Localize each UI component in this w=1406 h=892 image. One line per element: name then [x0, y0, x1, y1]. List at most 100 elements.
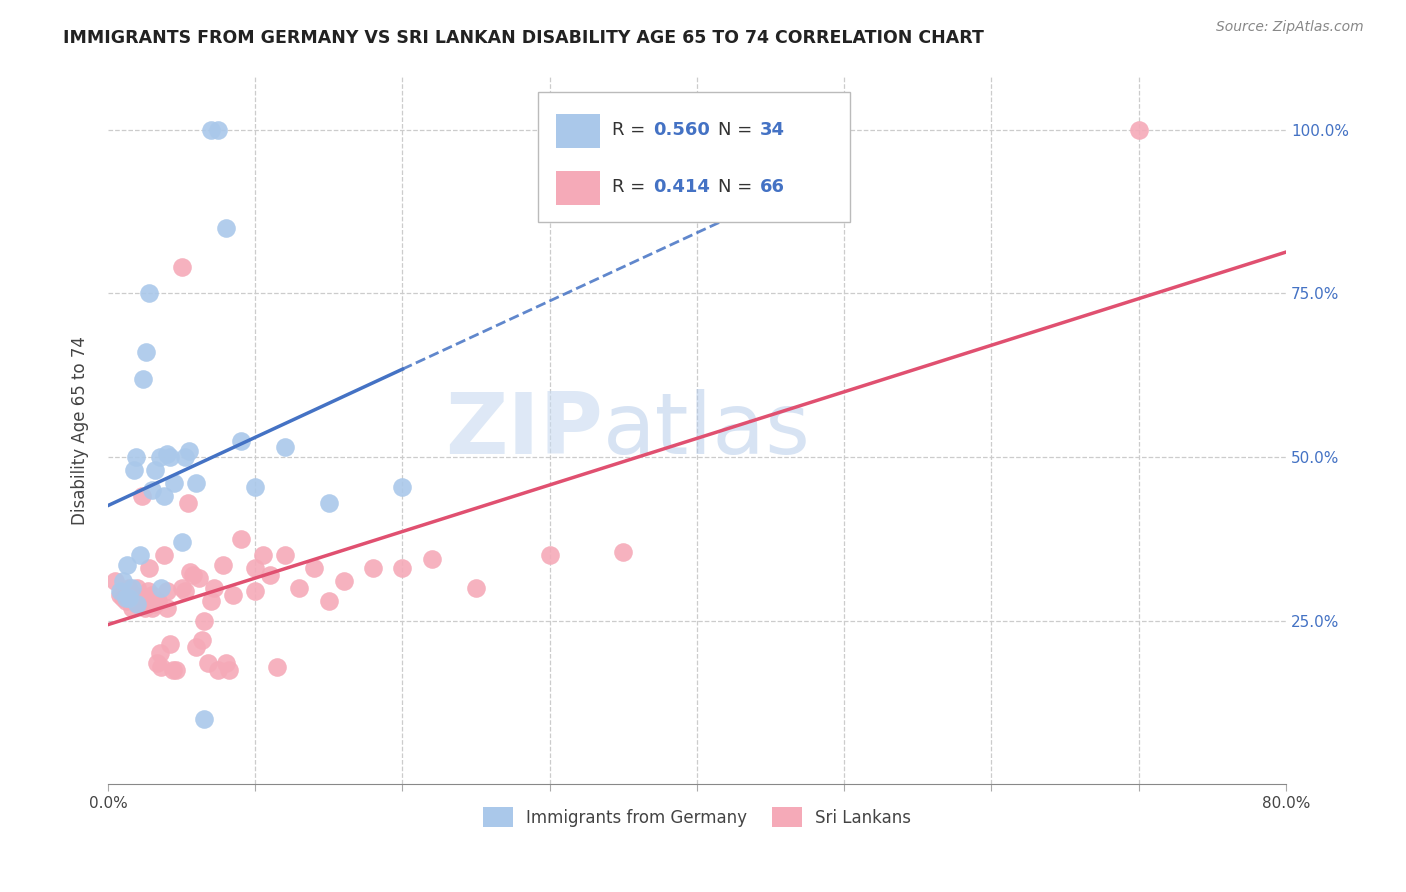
Point [391, 561, 413, 575]
Point [129, 549, 152, 563]
Point [129, 594, 152, 608]
Text: IMMIGRANTS FROM GERMANY VS SRI LANKAN DISABILITY AGE 65 TO 74 CORRELATION CHART: IMMIGRANTS FROM GERMANY VS SRI LANKAN DI… [63, 29, 984, 47]
Point [146, 594, 169, 608]
Point [121, 581, 143, 595]
Point [186, 640, 208, 654]
Point [207, 123, 229, 137]
Point [153, 489, 176, 503]
Point [141, 588, 163, 602]
Point [156, 584, 179, 599]
Text: ZIP: ZIP [444, 390, 603, 473]
Point [207, 663, 229, 677]
Point [170, 535, 193, 549]
Text: 0.560: 0.560 [654, 121, 710, 139]
Text: 66: 66 [759, 178, 785, 196]
Point [222, 588, 245, 602]
Point [135, 345, 157, 359]
Point [538, 549, 561, 563]
Point [215, 221, 238, 235]
Point [318, 594, 340, 608]
Point [134, 591, 156, 605]
Point [132, 598, 155, 612]
Point [156, 600, 179, 615]
Point [229, 532, 252, 546]
Point [136, 584, 159, 599]
Point [163, 476, 186, 491]
Point [183, 568, 205, 582]
Point [117, 581, 139, 595]
Point [131, 489, 153, 503]
Point [125, 450, 148, 464]
Point [288, 581, 311, 595]
Point [391, 479, 413, 493]
Point [124, 588, 146, 602]
Point [191, 633, 214, 648]
Point [252, 549, 274, 563]
Point [143, 598, 166, 612]
Point [104, 574, 127, 589]
Point [134, 600, 156, 615]
Text: 34: 34 [759, 121, 785, 139]
Point [218, 663, 240, 677]
Point [132, 371, 155, 385]
Point [170, 581, 193, 595]
Point [111, 574, 134, 589]
Point [108, 584, 131, 599]
Point [229, 434, 252, 448]
Bar [555, 114, 600, 148]
Point [150, 581, 173, 595]
Point [179, 565, 201, 579]
Point [135, 594, 157, 608]
Point [153, 549, 176, 563]
Text: Source: ZipAtlas.com: Source: ZipAtlas.com [1216, 20, 1364, 34]
Point [115, 558, 138, 573]
Point [176, 496, 198, 510]
Text: N =: N = [718, 121, 758, 139]
Point [173, 584, 195, 599]
Point [159, 637, 181, 651]
Point [465, 581, 488, 595]
Point [159, 450, 181, 464]
Point [202, 581, 225, 595]
Point [150, 659, 173, 673]
Point [186, 476, 208, 491]
Point [211, 558, 233, 573]
Text: R =: R = [612, 178, 651, 196]
Point [318, 496, 340, 510]
Point [420, 551, 443, 566]
Point [245, 584, 267, 599]
Point [266, 659, 288, 673]
Point [200, 594, 222, 608]
FancyBboxPatch shape [538, 92, 851, 222]
Point [127, 598, 149, 612]
Point [138, 561, 160, 575]
Point [302, 561, 325, 575]
Point [121, 600, 143, 615]
Point [197, 657, 219, 671]
Point [117, 591, 139, 605]
Point [111, 591, 134, 605]
Point [124, 463, 146, 477]
Point [188, 571, 211, 585]
Point [177, 443, 200, 458]
Point [156, 447, 179, 461]
Point [245, 561, 267, 575]
Point [143, 463, 166, 477]
Point [127, 581, 149, 595]
Text: atlas: atlas [603, 390, 811, 473]
Text: N =: N = [718, 178, 758, 196]
Point [165, 663, 187, 677]
Point [273, 549, 295, 563]
Point [273, 440, 295, 454]
Point [200, 123, 222, 137]
Point [193, 614, 215, 628]
Point [138, 286, 160, 301]
Point [193, 712, 215, 726]
Point [215, 657, 238, 671]
Point [114, 591, 136, 605]
Point [141, 483, 163, 497]
Legend: Immigrants from Germany, Sri Lankans: Immigrants from Germany, Sri Lankans [477, 800, 918, 834]
Y-axis label: Disability Age 65 to 74: Disability Age 65 to 74 [72, 336, 89, 525]
Point [332, 574, 354, 589]
Point [173, 450, 195, 464]
